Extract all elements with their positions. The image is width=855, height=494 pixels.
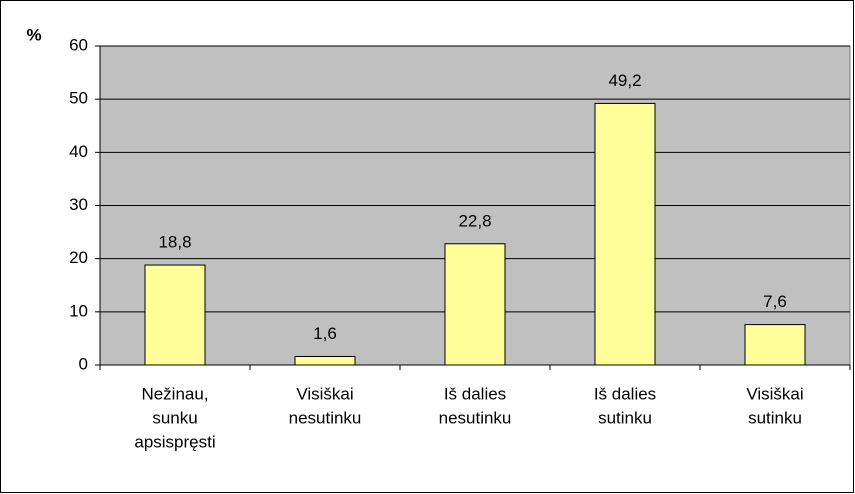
x-tick-label: sutinku bbox=[748, 408, 802, 427]
x-tick-label: Iš dalies bbox=[444, 384, 506, 403]
value-label: 22,8 bbox=[458, 211, 491, 230]
x-tick-label: Visiškai bbox=[296, 384, 353, 403]
bar bbox=[444, 243, 506, 366]
x-tick-label: Iš dalies bbox=[594, 384, 656, 403]
x-tick-label: Visiškai bbox=[746, 384, 803, 403]
bar bbox=[144, 264, 206, 366]
y-tick-label: 10 bbox=[69, 301, 88, 320]
x-tick-label: sunku bbox=[152, 408, 197, 427]
x-tick-label: nesutinku bbox=[289, 408, 362, 427]
y-tick-label: 0 bbox=[79, 354, 88, 373]
y-axis-label: % bbox=[26, 25, 41, 44]
value-label: 18,8 bbox=[158, 233, 191, 252]
value-label: 49,2 bbox=[608, 71, 641, 90]
y-tick-label: 30 bbox=[69, 195, 88, 214]
bar bbox=[294, 355, 356, 366]
y-tick-label: 20 bbox=[69, 248, 88, 267]
x-tick-label: nesutinku bbox=[439, 408, 512, 427]
x-tick-label: sutinku bbox=[598, 408, 652, 427]
y-tick-label: 60 bbox=[69, 35, 88, 54]
value-label: 7,6 bbox=[763, 292, 787, 311]
bar bbox=[744, 324, 806, 366]
x-tick-label: apsispręsti bbox=[134, 432, 215, 451]
y-tick-label: 50 bbox=[69, 89, 88, 108]
x-tick-label: Nežinau, bbox=[141, 384, 208, 403]
y-tick-label: 40 bbox=[69, 142, 88, 161]
bar bbox=[594, 102, 656, 366]
value-label: 1,6 bbox=[313, 324, 337, 343]
